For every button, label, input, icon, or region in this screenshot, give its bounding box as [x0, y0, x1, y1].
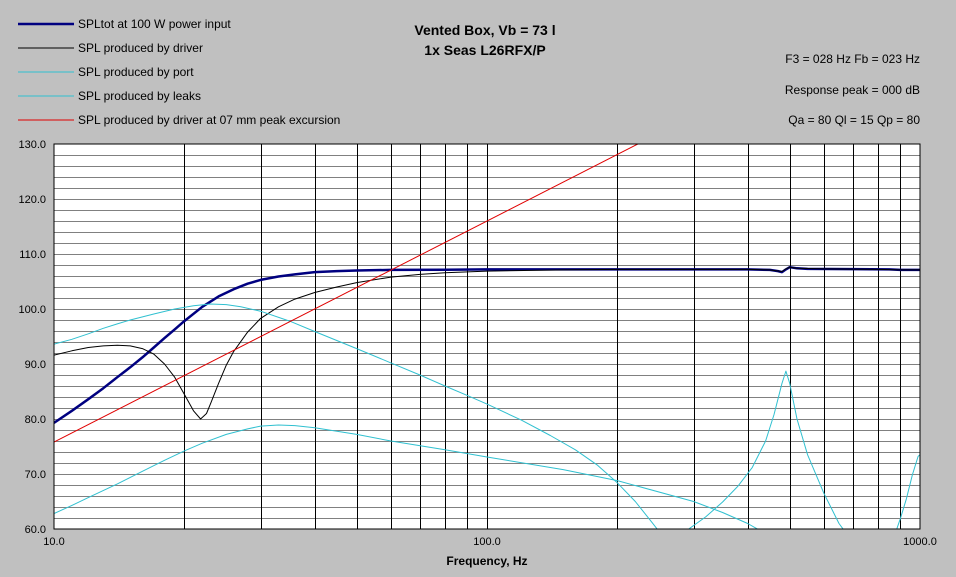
legend-label-6: SPL produced by driver at 07 mm peak exc…	[78, 113, 340, 127]
x-axis-title: Frequency, Hz	[446, 554, 527, 568]
info-response-peak: Response peak = 000 dB	[785, 83, 920, 97]
y-tick-label: 130.0	[18, 139, 46, 151]
series-line-3	[54, 424, 759, 529]
info-q-values: Qa = 80 Ql = 15 Qp = 80	[788, 113, 920, 127]
y-tick-label: 90.0	[25, 359, 46, 371]
series-group	[54, 144, 920, 529]
legend-label-1: SPL produced by driver	[78, 41, 203, 55]
y-tick-labels: 60.0 70.0 80.0 90.0 100.0 110.0 120.0 130.0	[18, 139, 46, 536]
info-f3-fb: F3 = 028 Hz Fb = 023 Hz	[785, 52, 920, 66]
y-tick-label: 120.0	[18, 194, 46, 206]
x-tick-label: 10.0	[43, 536, 64, 548]
legend: SPLtot at 100 W power input SPL produced …	[18, 17, 340, 127]
x-tick-label: 100.0	[473, 536, 501, 548]
legend-label-0: SPLtot at 100 W power input	[78, 17, 231, 31]
series-line-5	[896, 454, 920, 529]
chart-title-line-1: Vented Box, Vb = 73 l	[414, 22, 555, 38]
y-tick-label: 60.0	[25, 524, 46, 536]
x-tick-label: 1000.0	[903, 536, 937, 548]
y-tick-label: 70.0	[25, 469, 46, 481]
legend-label-2: SPL produced by port	[78, 65, 194, 79]
y-tick-label: 100.0	[18, 304, 46, 316]
chart-title-line-2: 1x Seas L26RFX/P	[424, 42, 545, 58]
series-line-1	[54, 266, 920, 420]
series-line-4	[687, 370, 844, 529]
y-tick-label: 110.0	[19, 249, 46, 261]
plot-frame	[53, 143, 921, 530]
series-line-6	[54, 144, 639, 443]
legend-label-3: SPL produced by leaks	[78, 89, 201, 103]
y-tick-label: 80.0	[25, 414, 46, 426]
series-line-2	[54, 303, 658, 529]
x-tick-labels: 10.0 100.0 1000.0	[43, 536, 937, 548]
